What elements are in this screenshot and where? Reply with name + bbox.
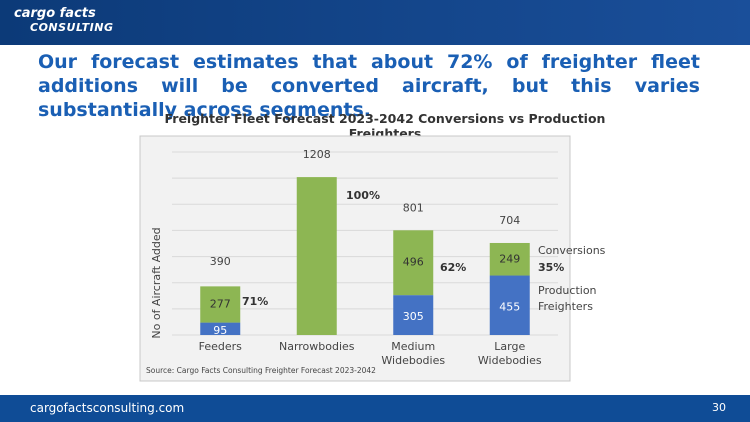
value-label: 305 — [403, 310, 424, 323]
legend-entry: Conversions — [538, 244, 606, 257]
value-label: 277 — [210, 297, 231, 310]
bar-segment — [200, 286, 241, 323]
total-label: 801 — [403, 201, 424, 214]
x-tick-label: Medium Widebodies — [381, 340, 446, 367]
share-annotation: 71% — [242, 295, 268, 308]
total-label: 390 — [210, 255, 231, 268]
share-annotation: 62% — [440, 261, 466, 274]
bar-segment — [489, 242, 530, 276]
y-axis-label: No of Aircraft Added — [150, 227, 163, 338]
bar-segment — [393, 295, 434, 335]
source: Source: Cargo Facts Consulting Freighter… — [146, 366, 376, 375]
value-label: 496 — [403, 256, 424, 269]
logo-line2: CONSULTING — [30, 21, 114, 34]
page-number: 30 — [712, 401, 726, 414]
bottom-bar: cargofactsconsulting.com 30 — [0, 395, 750, 422]
bar-segment — [489, 275, 530, 335]
value-label: 95 — [213, 324, 227, 337]
value-label: 249 — [499, 252, 520, 265]
top-bar: cargo facts CONSULTING — [0, 0, 750, 45]
bar-segment — [393, 230, 434, 296]
bar-segment — [200, 322, 241, 335]
share-annotation: 100% — [346, 189, 380, 202]
logo-line1: cargo facts — [14, 6, 96, 21]
headline: Our forecast estimates that about 72% of… — [38, 51, 700, 121]
legend-entry: Production Freighters — [538, 284, 597, 313]
share-annotation: 35% — [538, 261, 564, 274]
value-label: 455 — [499, 300, 520, 313]
x-tick-label: Large Widebodies — [477, 340, 542, 367]
bar-segment — [296, 177, 337, 335]
x-tick-label: Feeders — [198, 340, 242, 353]
x-tick-label: Narrowbodies — [278, 340, 355, 353]
total-label: 1208 — [303, 148, 331, 161]
total-label: 704 — [499, 214, 520, 227]
footer-url: cargofactsconsulting.com — [30, 401, 185, 415]
